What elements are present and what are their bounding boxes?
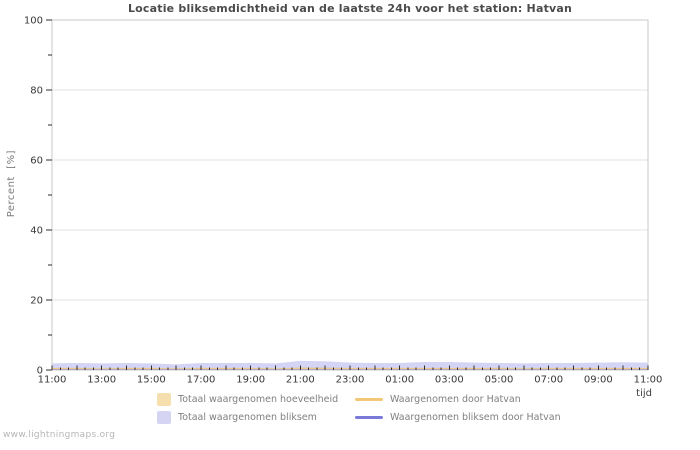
y-tick-label: 20: [30, 296, 43, 307]
x-tick-label: 13:00: [87, 375, 116, 386]
legend-swatch-line-icon: [355, 415, 383, 419]
legend-label: Totaal waargenomen bliksem: [178, 411, 317, 423]
y-ticks: [46, 19, 52, 371]
legend: Totaal waargenomen hoeveelheid Waargenome…: [157, 392, 635, 424]
x-tick-label: 09:00: [584, 375, 613, 386]
legend-swatch-fill-icon: [157, 410, 171, 424]
legend-item-3: Totaal waargenomen bliksem: [157, 410, 355, 424]
x-tick-label: 07:00: [534, 375, 563, 386]
x-tick-label: 19:00: [236, 375, 265, 386]
legend-label: Waargenomen door Hatvan: [390, 393, 521, 405]
x-tick-label: 01:00: [385, 375, 414, 386]
x-tick-label: 11:00: [634, 375, 663, 386]
gridlines: [52, 89, 648, 301]
x-tick-label: 21:00: [286, 375, 315, 386]
x-tick-label: 11:00: [38, 375, 67, 386]
watermark: www.lightningmaps.org: [3, 430, 116, 440]
x-tick-label: 17:00: [187, 375, 216, 386]
x-ticks: [51, 365, 649, 370]
x-tick-label: 03:00: [435, 375, 464, 386]
legend-label: Waargenomen bliksem door Hatvan: [390, 411, 561, 423]
legend-item-2: Waargenomen door Hatvan: [355, 392, 635, 406]
x-tick-label: 15:00: [137, 375, 166, 386]
x-tick-label: 05:00: [485, 375, 514, 386]
legend-item-1: Totaal waargenomen hoeveelheid: [157, 392, 355, 406]
legend-label: Totaal waargenomen hoeveelheid: [178, 393, 339, 405]
y-tick-label: 100: [24, 16, 43, 27]
y-tick-label: 80: [30, 86, 43, 97]
plot-frame: [51, 19, 649, 371]
y-tick-labels: 0 20 40 60 80 100: [24, 16, 43, 377]
legend-swatch-line-icon: [355, 397, 383, 401]
legend-swatch-fill-icon: [157, 392, 171, 406]
y-tick-label: 60: [30, 156, 43, 167]
x-tick-label: 23:00: [336, 375, 365, 386]
x-tick-labels: 11:00 13:00 15:00 17:00 19:00 21:00 23:00 01:00…: [38, 375, 663, 386]
chart-title: Locatie bliksemdichtheid van de laatste …: [127, 2, 573, 15]
y-tick-label: 0: [37, 366, 43, 377]
legend-item-4: Waargenomen bliksem door Hatvan: [355, 410, 635, 424]
x-axis-title: tijd: [636, 388, 652, 399]
y-tick-label: 40: [30, 226, 43, 237]
